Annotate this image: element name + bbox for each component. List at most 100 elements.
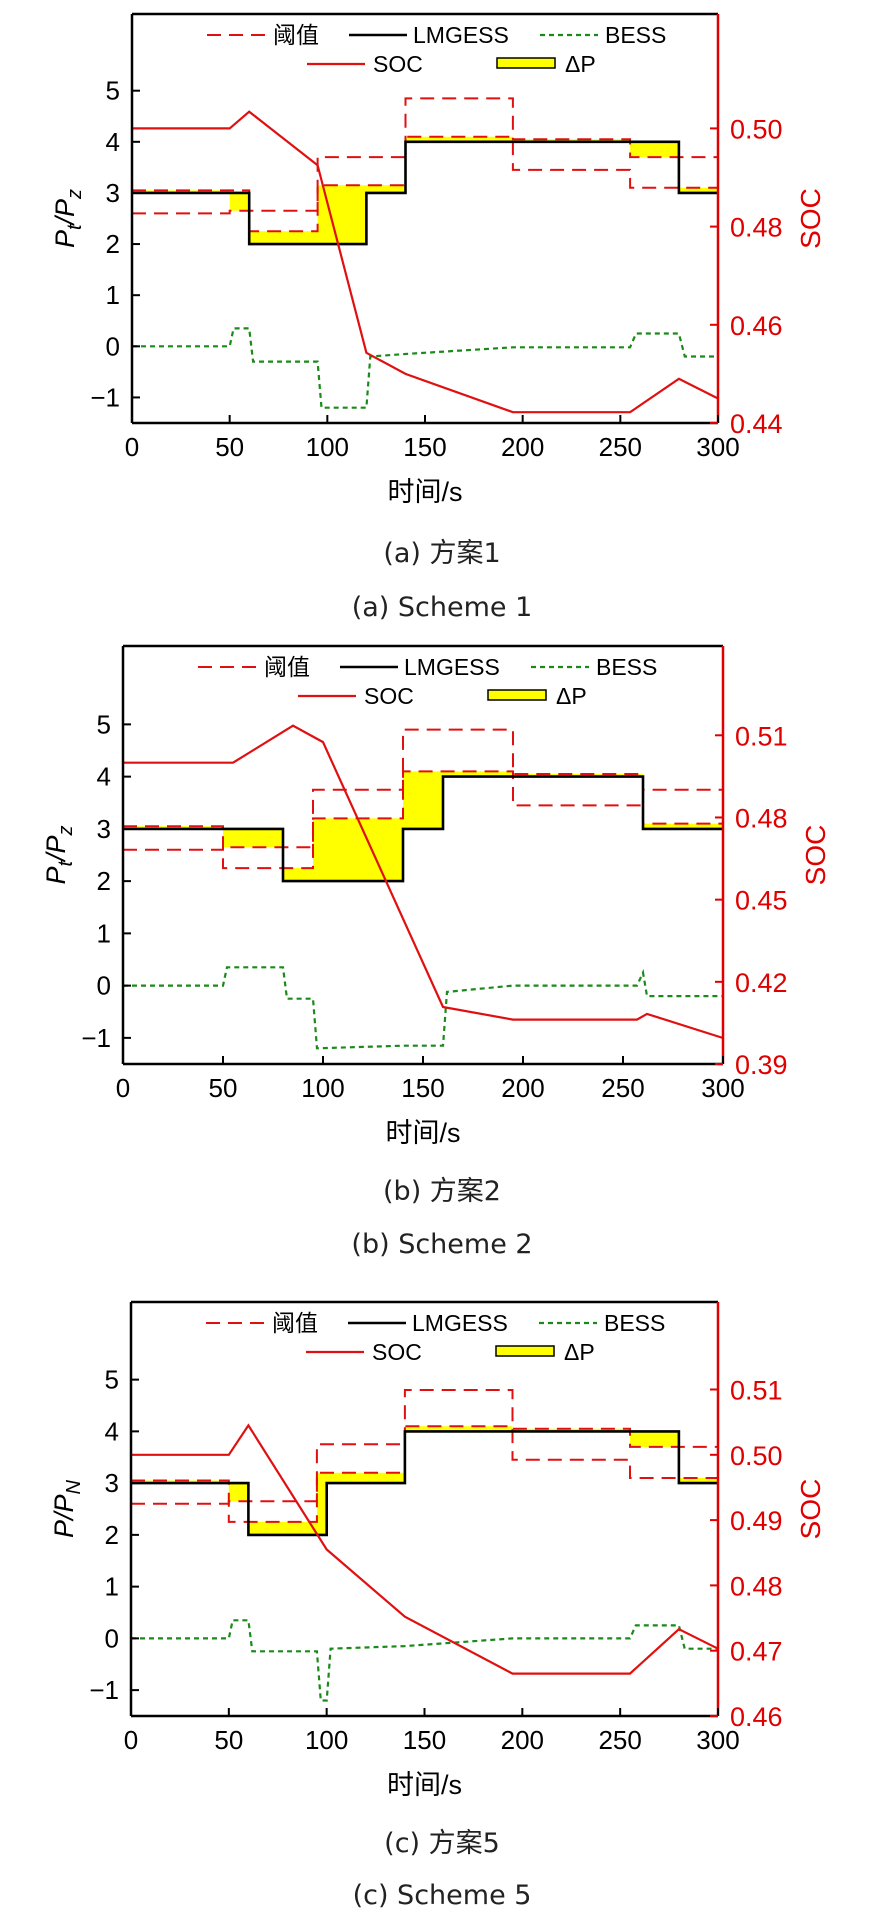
- legend-delta-p-label: ΔP: [565, 51, 596, 77]
- y-tick-label: 4: [97, 762, 111, 792]
- threshold-line-lower: [123, 770, 723, 851]
- y2-tick-label: 0.42: [735, 968, 788, 998]
- threshold-line-lower: [131, 1425, 718, 1505]
- y-axis-label-part: /P: [41, 835, 71, 863]
- y-tick-label: 0: [106, 331, 120, 361]
- lmgess-line: [131, 1430, 718, 1537]
- x-tick-label: 150: [403, 1725, 446, 1755]
- y-tick-label: 4: [106, 127, 120, 157]
- delta-p-area: [131, 1426, 718, 1535]
- legend-lmgess-label: LMGESS: [412, 1310, 508, 1336]
- x-tick-label: 300: [701, 1073, 744, 1103]
- x-tick-label: 150: [401, 1073, 444, 1103]
- y-axis-label: P/PN: [49, 1479, 85, 1538]
- x-tick-label: 250: [599, 432, 642, 462]
- y-tick-label: 2: [106, 229, 120, 259]
- x-tick-label: 150: [403, 432, 446, 462]
- threshold-line-upper: [123, 728, 723, 870]
- soc-line: [131, 1423, 719, 1675]
- y2-axis-label: SOC: [795, 1479, 826, 1540]
- y-tick-label: 0: [97, 971, 111, 1001]
- legend-threshold-label: 阈值: [273, 22, 319, 48]
- lmgess-line: [132, 140, 718, 246]
- x-tick-label: 200: [501, 432, 544, 462]
- bess-line: [123, 966, 723, 1050]
- caption-cn-3: (c) 方案5: [384, 1828, 500, 1859]
- y-tick-label: 5: [106, 76, 120, 106]
- soc-line: [132, 110, 719, 414]
- y-tick-label: 3: [97, 814, 111, 844]
- legend-delta-p-swatch: [496, 57, 556, 69]
- y-tick-label: 2: [97, 866, 111, 896]
- threshold-line-upper: [132, 97, 718, 233]
- y-tick-label: 1: [105, 1572, 119, 1602]
- x-tick-label: 50: [209, 1073, 238, 1103]
- legend-lmgess-label: LMGESS: [413, 22, 509, 48]
- caption-en-1: (a) Scheme 1: [352, 592, 533, 623]
- x-axis-label: 时间/s: [387, 1770, 462, 1800]
- legend-delta-p-label: ΔP: [556, 683, 587, 709]
- y2-axis-label: SOC: [800, 825, 831, 886]
- y-axis-label-part: /P: [50, 199, 80, 227]
- legend-threshold-label: 阈值: [264, 654, 310, 680]
- chart-panel-3: 0 50 100 150 200 250 300−10123450.460.470.480.…: [49, 1300, 826, 1800]
- caption-cn-2: (b) 方案2: [383, 1176, 501, 1207]
- y-tick-label: 5: [105, 1365, 119, 1395]
- delta-p-area: [132, 136, 718, 245]
- legend-delta-p-swatch: [495, 1345, 555, 1357]
- bess-line: [132, 327, 718, 409]
- y2-tick-label: 0.46: [730, 1702, 783, 1732]
- x-tick-label: 250: [601, 1073, 644, 1103]
- x-tick-label: 50: [215, 432, 244, 462]
- y-axis-label-part: P: [50, 230, 80, 248]
- x-axis-label: 时间/s: [387, 477, 462, 507]
- legend-delta-p-label: ΔP: [564, 1339, 595, 1365]
- y-tick-label: 5: [97, 709, 111, 739]
- y2-tick-label: 0.50: [730, 1441, 783, 1471]
- y2-tick-label: 0.47: [730, 1637, 783, 1667]
- threshold-line-upper: [131, 1389, 718, 1523]
- legend-soc-label: SOC: [364, 683, 414, 709]
- y-tick-label: 3: [105, 1468, 119, 1498]
- y-axis-label-subscript: t: [55, 860, 77, 867]
- legend-soc-label: SOC: [373, 51, 423, 77]
- y2-tick-label: 0.49: [730, 1506, 783, 1536]
- y2-tick-label: 0.48: [730, 213, 783, 243]
- y2-tick-label: 0.44: [730, 409, 783, 439]
- soc-line: [123, 724, 724, 1040]
- y2-tick-label: 0.39: [735, 1050, 788, 1080]
- y2-tick-label: 0.45: [735, 886, 788, 916]
- y-tick-label: 1: [97, 918, 111, 948]
- y2-tick-label: 0.48: [735, 803, 788, 833]
- y-axis-label: Pt/Pz: [50, 189, 86, 248]
- y-axis-label-subscript: z: [55, 825, 77, 836]
- delta-p-area: [123, 771, 723, 882]
- legend-lmgess-label: LMGESS: [404, 654, 500, 680]
- y2-tick-label: 0.48: [730, 1571, 783, 1601]
- y-axis-label-subscript: t: [64, 223, 86, 230]
- x-tick-label: 200: [501, 1073, 544, 1103]
- y-axis-label-part: P/P: [49, 1494, 79, 1538]
- x-tick-label: 200: [501, 1725, 544, 1755]
- x-axis-label: 时间/s: [385, 1118, 460, 1148]
- y-tick-label: 1: [106, 280, 120, 310]
- caption-en-3: (c) Scheme 5: [353, 1880, 532, 1911]
- y-tick-label: 4: [105, 1416, 119, 1446]
- y-tick-label: 0: [105, 1623, 119, 1653]
- lmgess-line: [123, 775, 723, 883]
- x-tick-label: 100: [306, 432, 349, 462]
- x-tick-label: 0: [116, 1073, 130, 1103]
- y2-axis-label: SOC: [795, 188, 826, 249]
- y2-tick-label: 0.46: [730, 311, 783, 341]
- caption-cn-1: (a) 方案1: [383, 538, 500, 569]
- legend-soc-label: SOC: [372, 1339, 422, 1365]
- y-tick-label: −1: [89, 1675, 119, 1705]
- x-tick-label: 300: [696, 432, 739, 462]
- legend-bess-label: BESS: [605, 22, 666, 48]
- y2-tick-label: 0.50: [730, 114, 783, 144]
- y-axis-label-subscript: z: [64, 189, 86, 200]
- x-tick-label: 50: [214, 1725, 243, 1755]
- y2-tick-label: 0.51: [735, 721, 788, 751]
- chart-panel-1: 0 50 100 150 200 250 300−10123450.440.460.480.…: [50, 12, 826, 507]
